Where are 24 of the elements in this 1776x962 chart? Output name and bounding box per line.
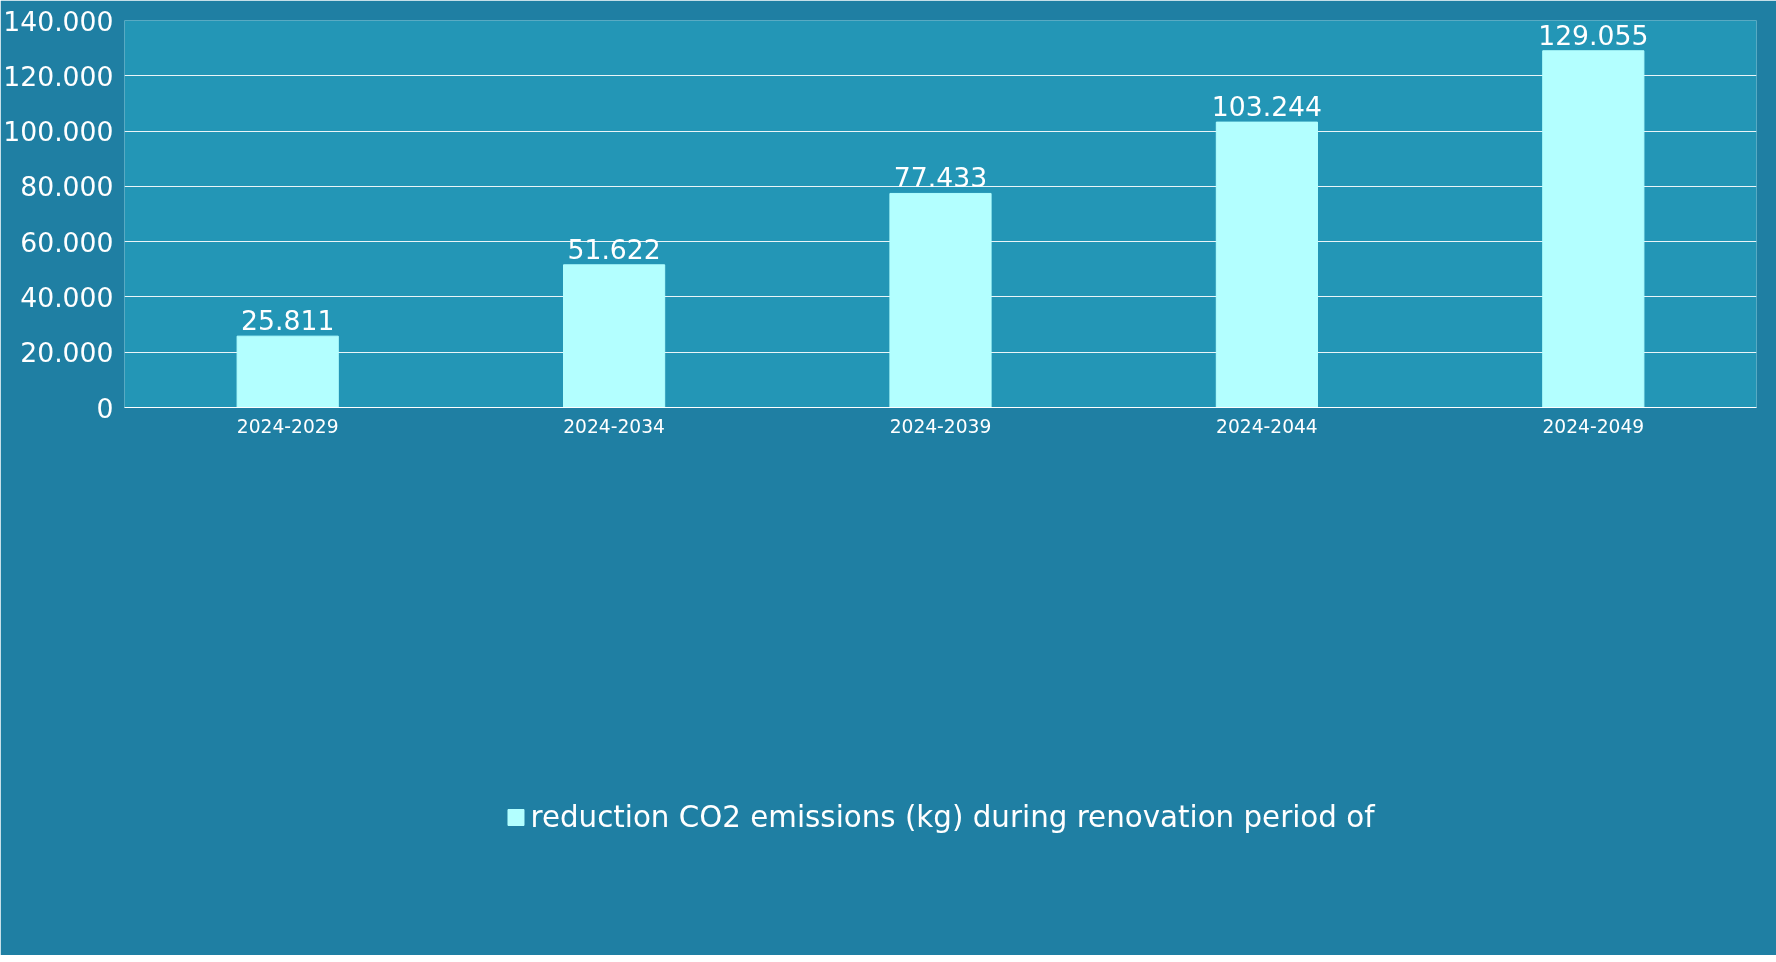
bar	[889, 192, 992, 408]
x-tick-label: 2024-2029	[236, 415, 339, 437]
bar	[1542, 50, 1645, 408]
y-tick-label: 20.000	[20, 337, 114, 369]
data-label: 103.244	[1211, 91, 1323, 123]
x-tick-label: 2024-2049	[1542, 415, 1645, 437]
bar	[563, 264, 666, 408]
data-label: 51.622	[567, 233, 661, 265]
x-tick-label: 2024-2034	[563, 415, 665, 437]
data-label: 129.055	[1538, 19, 1649, 51]
x-tick-label: 2024-2044	[1216, 415, 1318, 437]
y-tick-label: 140.000	[3, 5, 114, 37]
y-tick-label: 60.000	[20, 226, 114, 258]
legend-label: reduction CO2 emissions (kg) during renovation period of	[530, 799, 1375, 834]
y-tick-label: 0	[96, 392, 114, 424]
y-tick-label: 80.000	[20, 171, 114, 203]
bar	[236, 335, 339, 408]
data-label: 77.433	[893, 162, 988, 194]
data-label: 25.811	[241, 305, 335, 337]
y-tick-label: 100.000	[3, 116, 114, 148]
y-tick-label: 120.000	[3, 60, 114, 92]
x-tick-label: 2024-2039	[889, 415, 992, 437]
bar	[1215, 121, 1318, 408]
y-tick-label: 40.000	[20, 281, 114, 313]
